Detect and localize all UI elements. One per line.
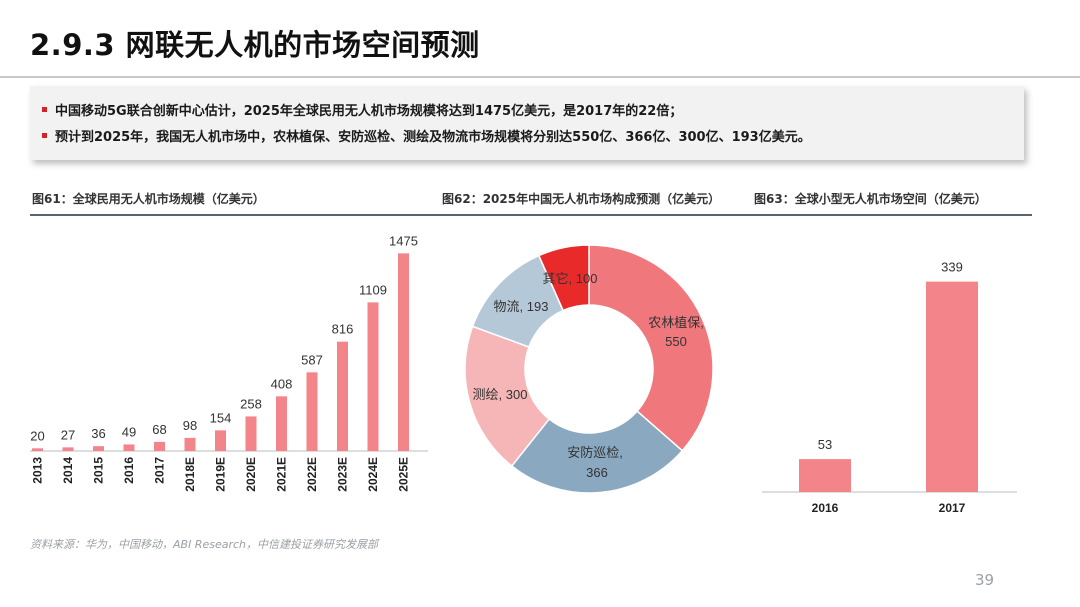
fig61-bar: [93, 446, 104, 451]
fig61-value-label: 36: [91, 426, 105, 441]
summary-bullet-1: 中国移动5G联合创新中心估计，2025年全球民用无人机市场规模将达到1475亿美…: [42, 100, 682, 119]
fig62-caption: 图62：2025年中国无人机市场构成预测（亿美元）: [442, 192, 721, 206]
fig61-bar: [184, 437, 196, 451]
fig61-bar: [62, 447, 74, 451]
fig62-slice-label: 物流, 193: [494, 299, 549, 314]
source-note: 资料来源：华为，中国移动，ABI Research，中信建投证券研究发展部: [30, 538, 379, 551]
fig61-tick-label: 2019E: [214, 457, 228, 492]
fig61-value-label: 816: [332, 322, 354, 337]
fig63-tick-label: 2017: [939, 501, 966, 515]
fig61-value-label: 68: [152, 422, 166, 437]
fig61-tick-label: 2013: [31, 457, 45, 484]
bullet-text: 预计到2025年，我国无人机市场中，农林植保、安防巡检、测绘及物流市场规模将分别…: [55, 130, 811, 145]
fig61-tick-label: 2021E: [275, 457, 289, 492]
fig62-slice-value: 366: [586, 465, 608, 480]
fig61-bar: [367, 302, 379, 451]
fig61-bar: [245, 416, 257, 451]
fig61-tick-label: 2020E: [244, 457, 258, 492]
fig61-value-label: 20: [30, 428, 44, 443]
fig62-slice-label: 其它, 100: [543, 271, 598, 286]
fig62-slice-label: 测绘, 300: [473, 387, 528, 402]
bullet-square-icon: [42, 133, 47, 138]
fig61-tick-label: 2024E: [366, 457, 380, 492]
page-title: 2.9.3 网联无人机的市场空间预测: [30, 28, 480, 62]
fig61-tick-label: 2022E: [305, 457, 319, 492]
fig61-value-label: 258: [240, 396, 262, 411]
summary-box: 中国移动5G联合创新中心估计，2025年全球民用无人机市场规模将达到1475亿美…: [30, 86, 1024, 160]
fig61-bar: [306, 372, 318, 451]
title-divider: [0, 76, 1080, 78]
fig63-caption: 图63：全球小型无人机市场空间（亿美元）: [754, 192, 987, 206]
fig61-value-label: 27: [61, 427, 75, 442]
fig62-slice: [588, 244, 714, 452]
fig63-value-label: 53: [818, 437, 832, 452]
fig61-tick-label: 2014: [61, 457, 75, 484]
bullet-text: 中国移动5G联合创新中心估计，2025年全球民用无人机市场规模将达到1475亿美…: [55, 104, 683, 119]
summary-bullet-2: 预计到2025年，我国无人机市场中，农林植保、安防巡检、测绘及物流市场规模将分别…: [42, 126, 811, 145]
fig61-bar: [276, 396, 287, 451]
fig61-value-label: 1475: [389, 233, 418, 248]
fig62-slice-value: 550: [665, 334, 687, 349]
fig61-bar: [398, 253, 409, 451]
fig61-tick-label: 2015: [92, 457, 106, 484]
fig61-bar: [337, 341, 348, 451]
fig62-slice-label: 安防巡检,: [567, 445, 623, 460]
fig61-caption: 图61：全球民用无人机市场规模（亿美元）: [32, 192, 265, 206]
fig61-value-label: 1109: [359, 282, 387, 297]
fig63-bar: [799, 459, 851, 492]
fig61-value-label: 408: [271, 376, 293, 391]
fig61-tick-label: 2016: [122, 457, 136, 484]
fig61-value-label: 587: [301, 352, 323, 367]
fig61-value-label: 49: [122, 424, 136, 439]
fig61-tick-label: 2023E: [336, 457, 350, 492]
fig62-slice-label: 农林植保,: [648, 315, 704, 330]
fig61-tick-label: 2025E: [397, 457, 411, 492]
fig63-value-label: 339: [941, 260, 963, 275]
fig61-bar: [215, 430, 226, 451]
section-divider: [30, 214, 1032, 216]
fig61-value-label: 154: [210, 410, 232, 425]
fig62-slice: [537, 244, 590, 312]
fig61-bar: [32, 448, 43, 451]
fig62-slice: [510, 410, 684, 494]
fig62-slice: [464, 325, 551, 468]
fig61-tick-label: 2018E: [183, 457, 197, 492]
fig61-bar: [123, 444, 135, 451]
fig63-tick-label: 2016: [812, 501, 839, 515]
page-number: 39: [975, 571, 995, 589]
fig61-tick-label: 2017: [153, 457, 167, 484]
fig63-bar: [926, 281, 978, 492]
bullet-square-icon: [42, 107, 47, 112]
fig61-value-label: 98: [183, 418, 197, 433]
fig61-bar: [154, 441, 165, 451]
